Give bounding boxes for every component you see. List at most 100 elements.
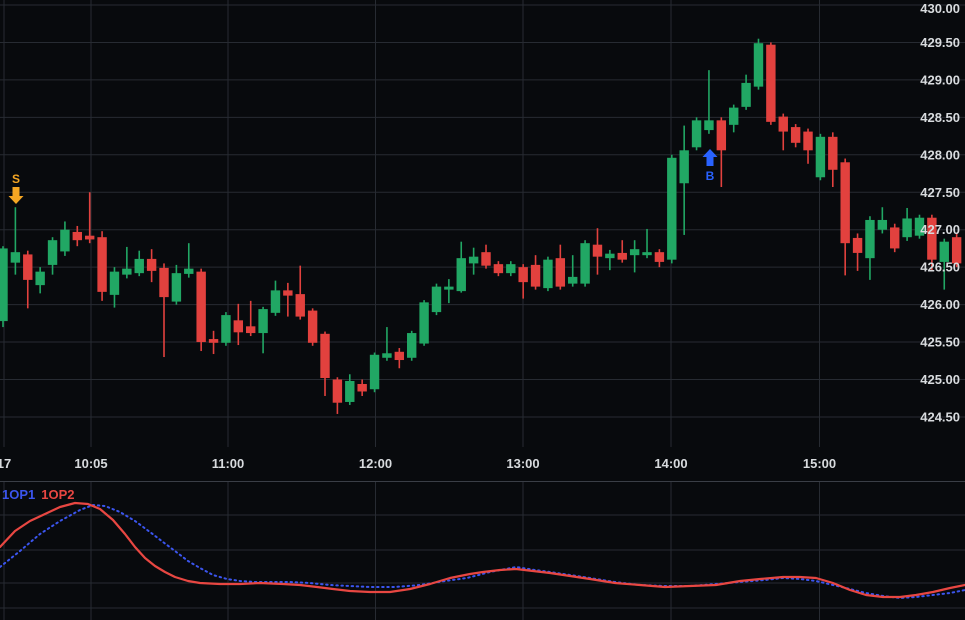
candle-body [357, 383, 367, 392]
candle-15:20[interactable] [865, 216, 875, 280]
candle-14:50[interactable] [790, 124, 801, 148]
candle-10:25[interactable] [134, 250, 144, 277]
candle-11:55[interactable] [357, 379, 367, 396]
candle-10:10[interactable] [97, 231, 107, 301]
candle-13:55[interactable] [654, 249, 665, 268]
candle-14:05[interactable] [679, 125, 689, 235]
indicator-line-1op2[interactable] [0, 501, 965, 599]
candle-09:30[interactable] [0, 246, 8, 328]
candle-10:35[interactable] [159, 263, 169, 358]
candle-12:45[interactable] [481, 244, 491, 269]
candle-10:15[interactable] [109, 267, 120, 308]
candle-11:10[interactable] [246, 300, 256, 337]
candle-12:00[interactable] [369, 352, 380, 393]
candle-11:35[interactable] [307, 308, 318, 346]
candle-11:00[interactable] [221, 312, 231, 346]
candle-11:30[interactable] [295, 265, 305, 320]
candle-body [295, 294, 305, 317]
candle-10:05[interactable] [84, 192, 95, 244]
time-axis[interactable]: 17 10:05 11:00 12:00 13:00 14:00 15:00 [0, 456, 836, 471]
candle-13:50[interactable] [642, 228, 652, 259]
candle-10:00[interactable] [72, 225, 83, 247]
candle-13:35[interactable] [605, 249, 615, 271]
candle-09:40[interactable] [23, 250, 33, 309]
candle-15:30[interactable] [890, 223, 900, 253]
candle-11:15[interactable] [258, 306, 268, 354]
candle-body [778, 116, 788, 132]
candle-14:40[interactable] [766, 42, 776, 125]
candle-10:55[interactable] [208, 330, 219, 355]
candle-13:20[interactable] [568, 255, 578, 287]
candle-body [803, 131, 813, 151]
sell-marker-S[interactable]: S [8, 172, 24, 204]
candle-11:25[interactable] [283, 282, 293, 317]
candle-10:20[interactable] [122, 246, 132, 279]
candle-11:45[interactable] [332, 377, 343, 414]
price-tick-label: 427.50 [920, 185, 960, 200]
candle-12:35[interactable] [456, 241, 466, 293]
candle-13:10[interactable] [543, 256, 553, 292]
candle-15:15[interactable] [852, 233, 863, 271]
candle-09:55[interactable] [60, 221, 70, 256]
candle-12:55[interactable] [506, 261, 516, 277]
candle-14:30[interactable] [741, 74, 751, 110]
candle-12:10[interactable] [394, 348, 405, 369]
candle-14:00[interactable] [667, 154, 677, 264]
candle-10:40[interactable] [171, 264, 182, 305]
candle-15:10[interactable] [840, 158, 850, 276]
candle-10:30[interactable] [146, 249, 157, 283]
candle-12:20[interactable] [419, 300, 429, 346]
candle-body [171, 273, 182, 302]
buy-marker-B[interactable]: B [702, 149, 718, 183]
indicator-label-1op1[interactable]: 1OP1 [2, 487, 36, 502]
candle-13:15[interactable] [555, 244, 566, 290]
candle-15:35[interactable] [902, 207, 912, 241]
candle-15:40[interactable] [914, 214, 925, 239]
candle-12:25[interactable] [431, 283, 442, 316]
candle-15:55[interactable] [951, 233, 962, 268]
candle-body [382, 353, 392, 358]
candle-09:50[interactable] [47, 237, 58, 275]
candle-10:45[interactable] [184, 243, 194, 278]
candle-14:20[interactable] [716, 117, 727, 188]
candle-body [890, 227, 900, 249]
indicator-label-1op2[interactable]: 1OP2 [41, 487, 75, 502]
candle-12:50[interactable] [493, 261, 504, 277]
candle-14:10[interactable] [691, 117, 702, 151]
candle-12:40[interactable] [468, 247, 479, 275]
indicator-line-1op1[interactable] [0, 504, 965, 599]
candle-10:50[interactable] [196, 268, 206, 352]
price-tick-label: 427.00 [920, 222, 960, 237]
candle-body [72, 231, 83, 241]
candle-11:05[interactable] [233, 303, 244, 346]
price-axis[interactable]: 430.00 429.50 429.00 428.50 428.00 427.50 427.… [920, 1, 960, 424]
arrow-shaft [12, 187, 20, 196]
candle-15:25[interactable] [877, 207, 888, 234]
candle-14:25[interactable] [729, 104, 739, 133]
candle-15:00[interactable] [815, 133, 826, 181]
candle-11:40[interactable] [320, 331, 330, 396]
candle-14:35[interactable] [753, 38, 764, 90]
candle-14:45[interactable] [778, 113, 788, 151]
candle-12:15[interactable] [407, 330, 417, 361]
candle-15:50[interactable] [939, 238, 949, 290]
candle-11:50[interactable] [345, 374, 355, 405]
candle-12:05[interactable] [382, 327, 392, 361]
candle-14:15[interactable] [704, 70, 714, 134]
candle-body [184, 268, 194, 274]
candle-13:05[interactable] [530, 255, 541, 290]
candle-15:05[interactable] [828, 132, 838, 188]
candle-13:40[interactable] [617, 240, 627, 263]
candle-11:20[interactable] [270, 280, 281, 316]
candle-13:30[interactable] [592, 228, 603, 275]
candle-12:30[interactable] [444, 279, 454, 304]
candle-09:45[interactable] [35, 267, 45, 294]
candle-13:25[interactable] [580, 240, 590, 287]
candle-15:45[interactable] [927, 214, 937, 271]
candle-09:35[interactable] [10, 207, 21, 275]
candle-13:45[interactable] [629, 240, 640, 273]
candle-13:00[interactable] [518, 264, 528, 299]
candle-14:55[interactable] [803, 128, 813, 164]
